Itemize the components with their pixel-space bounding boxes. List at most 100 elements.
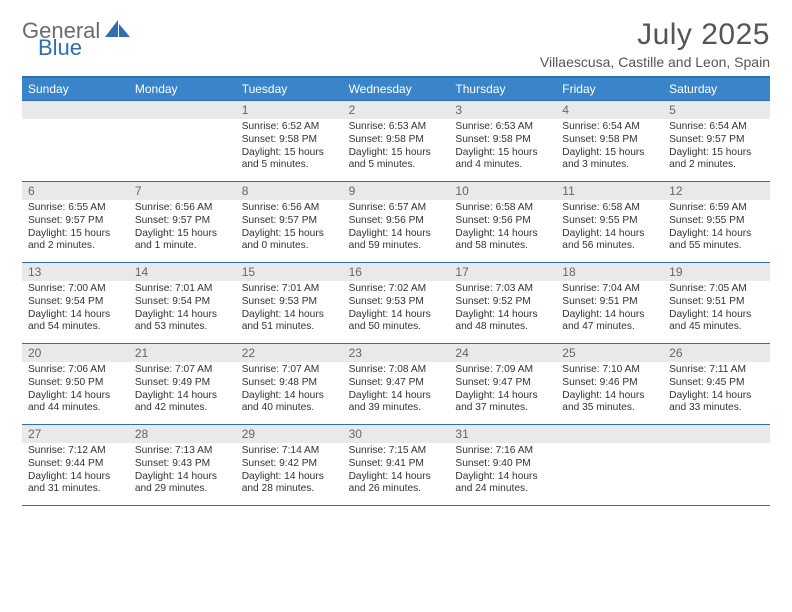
day-number: 14 <box>129 263 236 281</box>
day-line: Daylight: 14 hours <box>455 390 552 403</box>
day-line: and 4 minutes. <box>455 159 552 172</box>
day-cell: Sunrise: 6:57 AMSunset: 9:56 PMDaylight:… <box>343 200 450 262</box>
day-number <box>129 101 236 119</box>
day-line: Sunset: 9:56 PM <box>349 215 446 228</box>
day-line: Sunrise: 7:06 AM <box>28 364 125 377</box>
day-cell: Sunrise: 7:15 AMSunset: 9:41 PMDaylight:… <box>343 443 450 505</box>
day-cell: Sunrise: 7:16 AMSunset: 9:40 PMDaylight:… <box>449 443 556 505</box>
day-line: and 37 minutes. <box>455 402 552 415</box>
day-number: 7 <box>129 182 236 200</box>
day-cell: Sunrise: 6:58 AMSunset: 9:56 PMDaylight:… <box>449 200 556 262</box>
day-line: and 5 minutes. <box>242 159 339 172</box>
calendar-week: 12345Sunrise: 6:52 AMSunset: 9:58 PMDayl… <box>22 100 770 181</box>
day-line: and 2 minutes. <box>28 240 125 253</box>
day-line: Sunset: 9:45 PM <box>669 377 766 390</box>
day-line: Sunset: 9:47 PM <box>455 377 552 390</box>
day-line: and 58 minutes. <box>455 240 552 253</box>
day-cell <box>22 119 129 181</box>
day-line: Sunset: 9:53 PM <box>242 296 339 309</box>
day-number: 24 <box>449 344 556 362</box>
day-number: 27 <box>22 425 129 443</box>
day-line: Sunrise: 7:11 AM <box>669 364 766 377</box>
day-cell: Sunrise: 7:12 AMSunset: 9:44 PMDaylight:… <box>22 443 129 505</box>
day-line: Sunrise: 6:53 AM <box>455 121 552 134</box>
day-line: Daylight: 14 hours <box>135 390 232 403</box>
day-line: Sunrise: 6:59 AM <box>669 202 766 215</box>
day-line: Sunrise: 6:56 AM <box>242 202 339 215</box>
day-line: Daylight: 14 hours <box>562 309 659 322</box>
logo-word-blue: Blue <box>38 38 131 59</box>
day-line: Daylight: 14 hours <box>349 471 446 484</box>
day-line: Sunset: 9:57 PM <box>242 215 339 228</box>
day-line: Sunset: 9:52 PM <box>455 296 552 309</box>
day-number: 12 <box>663 182 770 200</box>
day-number: 9 <box>343 182 450 200</box>
day-line: Sunrise: 7:01 AM <box>135 283 232 296</box>
day-line: Sunrise: 6:54 AM <box>669 121 766 134</box>
day-number: 17 <box>449 263 556 281</box>
day-cell <box>129 119 236 181</box>
day-line: Sunrise: 7:10 AM <box>562 364 659 377</box>
day-line: Sunrise: 7:03 AM <box>455 283 552 296</box>
day-line: and 45 minutes. <box>669 321 766 334</box>
day-number: 28 <box>129 425 236 443</box>
day-number: 18 <box>556 263 663 281</box>
day-line: Sunset: 9:54 PM <box>135 296 232 309</box>
day-line: Sunrise: 7:08 AM <box>349 364 446 377</box>
day-line: Sunset: 9:46 PM <box>562 377 659 390</box>
day-cell: Sunrise: 7:07 AMSunset: 9:48 PMDaylight:… <box>236 362 343 424</box>
day-line: and 40 minutes. <box>242 402 339 415</box>
day-line: and 1 minute. <box>135 240 232 253</box>
day-line: Sunrise: 7:14 AM <box>242 445 339 458</box>
day-number: 3 <box>449 101 556 119</box>
logo: General Blue <box>22 18 131 59</box>
day-line: and 55 minutes. <box>669 240 766 253</box>
day-number: 21 <box>129 344 236 362</box>
day-line: and 59 minutes. <box>349 240 446 253</box>
day-line: Sunset: 9:58 PM <box>455 134 552 147</box>
day-number: 5 <box>663 101 770 119</box>
day-line: Sunset: 9:43 PM <box>135 458 232 471</box>
day-line: Sunset: 9:57 PM <box>669 134 766 147</box>
day-cell: Sunrise: 6:59 AMSunset: 9:55 PMDaylight:… <box>663 200 770 262</box>
weekday-header: Sunday <box>22 78 129 100</box>
location-label: Villaescusa, Castille and Leon, Spain <box>540 54 770 70</box>
day-line: Sunrise: 6:54 AM <box>562 121 659 134</box>
day-line: Daylight: 14 hours <box>242 471 339 484</box>
day-line: Sunset: 9:42 PM <box>242 458 339 471</box>
day-line: Sunset: 9:41 PM <box>349 458 446 471</box>
day-line: Sunrise: 7:07 AM <box>242 364 339 377</box>
day-line: Sunset: 9:57 PM <box>135 215 232 228</box>
day-line: Daylight: 14 hours <box>242 309 339 322</box>
day-line: Sunrise: 6:52 AM <box>242 121 339 134</box>
day-line: Sunrise: 7:09 AM <box>455 364 552 377</box>
day-line: and 39 minutes. <box>349 402 446 415</box>
day-cell: Sunrise: 7:03 AMSunset: 9:52 PMDaylight:… <box>449 281 556 343</box>
day-number: 1 <box>236 101 343 119</box>
day-line: Sunset: 9:47 PM <box>349 377 446 390</box>
day-cell: Sunrise: 7:00 AMSunset: 9:54 PMDaylight:… <box>22 281 129 343</box>
day-line: Daylight: 15 hours <box>455 147 552 160</box>
day-line: Sunrise: 7:07 AM <box>135 364 232 377</box>
day-line: Daylight: 15 hours <box>669 147 766 160</box>
page-title: July 2025 <box>540 18 770 52</box>
day-line: and 3 minutes. <box>562 159 659 172</box>
day-line: Sunrise: 6:58 AM <box>455 202 552 215</box>
day-line: Sunset: 9:57 PM <box>28 215 125 228</box>
day-number <box>663 425 770 443</box>
weekday-header: Monday <box>129 78 236 100</box>
day-cell: Sunrise: 7:13 AMSunset: 9:43 PMDaylight:… <box>129 443 236 505</box>
day-cell: Sunrise: 6:53 AMSunset: 9:58 PMDaylight:… <box>449 119 556 181</box>
day-line: Daylight: 14 hours <box>349 390 446 403</box>
day-cell: Sunrise: 7:04 AMSunset: 9:51 PMDaylight:… <box>556 281 663 343</box>
day-line: Daylight: 14 hours <box>562 228 659 241</box>
day-line: Sunset: 9:58 PM <box>349 134 446 147</box>
day-line: Daylight: 15 hours <box>135 228 232 241</box>
day-line: Sunset: 9:58 PM <box>562 134 659 147</box>
weekday-header: Tuesday <box>236 78 343 100</box>
day-number: 30 <box>343 425 450 443</box>
day-line: Sunrise: 7:12 AM <box>28 445 125 458</box>
day-line: Daylight: 14 hours <box>349 309 446 322</box>
calendar-week: 20212223242526Sunrise: 7:06 AMSunset: 9:… <box>22 343 770 424</box>
day-cell: Sunrise: 6:55 AMSunset: 9:57 PMDaylight:… <box>22 200 129 262</box>
